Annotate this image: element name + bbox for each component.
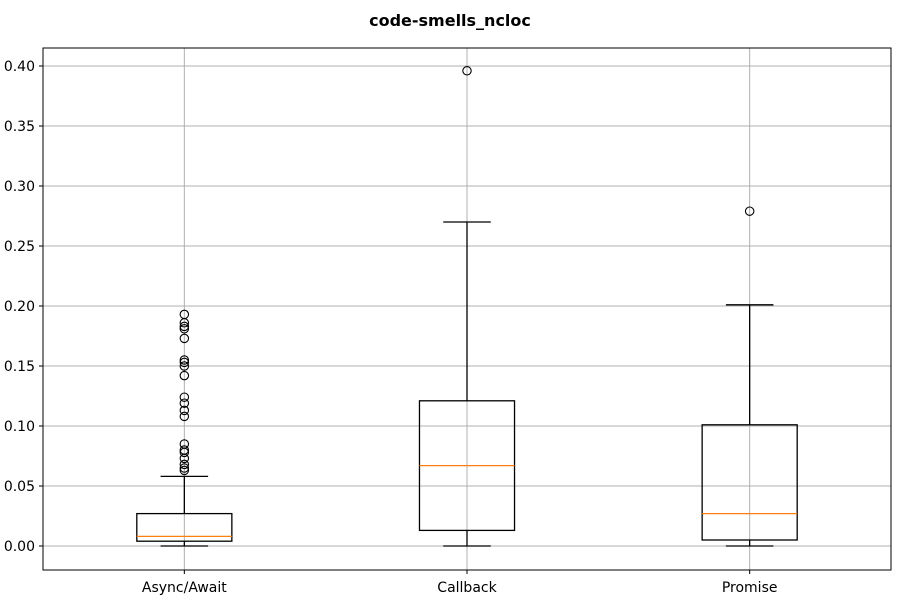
outlier-point xyxy=(179,361,190,371)
x-tick-label: Async/Await xyxy=(142,580,227,596)
outlier-point xyxy=(179,445,190,455)
outlier-point xyxy=(179,324,190,334)
outlier-point xyxy=(179,411,190,422)
box-group-callback xyxy=(418,66,516,547)
y-tick-label: 0.20 xyxy=(4,299,35,315)
outlier-point xyxy=(179,309,190,320)
outlier-point xyxy=(179,357,190,368)
y-tick-label: 0.35 xyxy=(4,119,35,135)
y-tick-label: 0.15 xyxy=(4,359,35,375)
y-tick-label: 0.00 xyxy=(4,539,35,555)
outlier-point xyxy=(179,405,190,416)
outlier-point xyxy=(179,333,190,344)
outlier-point xyxy=(179,392,190,402)
tick-labels-layer: 0.00 0.05 0.10 0.15 0.20 0.25 0.30 0.35 0.40 Asyn… xyxy=(4,59,778,596)
y-tick-label: 0.10 xyxy=(4,419,35,435)
outlier-point xyxy=(179,398,190,408)
x-tick-label: Promise xyxy=(722,580,778,596)
outlier-point xyxy=(179,370,190,381)
outlier-point xyxy=(179,463,190,473)
outlier-point xyxy=(179,355,190,365)
outlier-point xyxy=(179,459,190,470)
axes-frame xyxy=(42,47,892,571)
x-tick-label: Callback xyxy=(437,580,497,596)
outlier-point xyxy=(179,439,190,449)
y-tick-label: 0.25 xyxy=(4,239,35,255)
outlier-point xyxy=(179,465,190,476)
outlier-point xyxy=(744,206,755,216)
boxes-layer xyxy=(136,66,798,547)
box-group-promise xyxy=(701,206,798,547)
chart-title: code-smells_ncloc xyxy=(369,11,531,30)
box-group-async-await xyxy=(136,309,233,547)
y-tick-label: 0.30 xyxy=(4,179,35,195)
iqr-box xyxy=(136,512,233,542)
y-tick-label: 0.40 xyxy=(4,59,35,75)
iqr-box xyxy=(701,424,798,541)
outlier-point xyxy=(462,66,472,76)
y-tick-label: 0.05 xyxy=(4,479,35,495)
outlier-point xyxy=(179,321,190,332)
